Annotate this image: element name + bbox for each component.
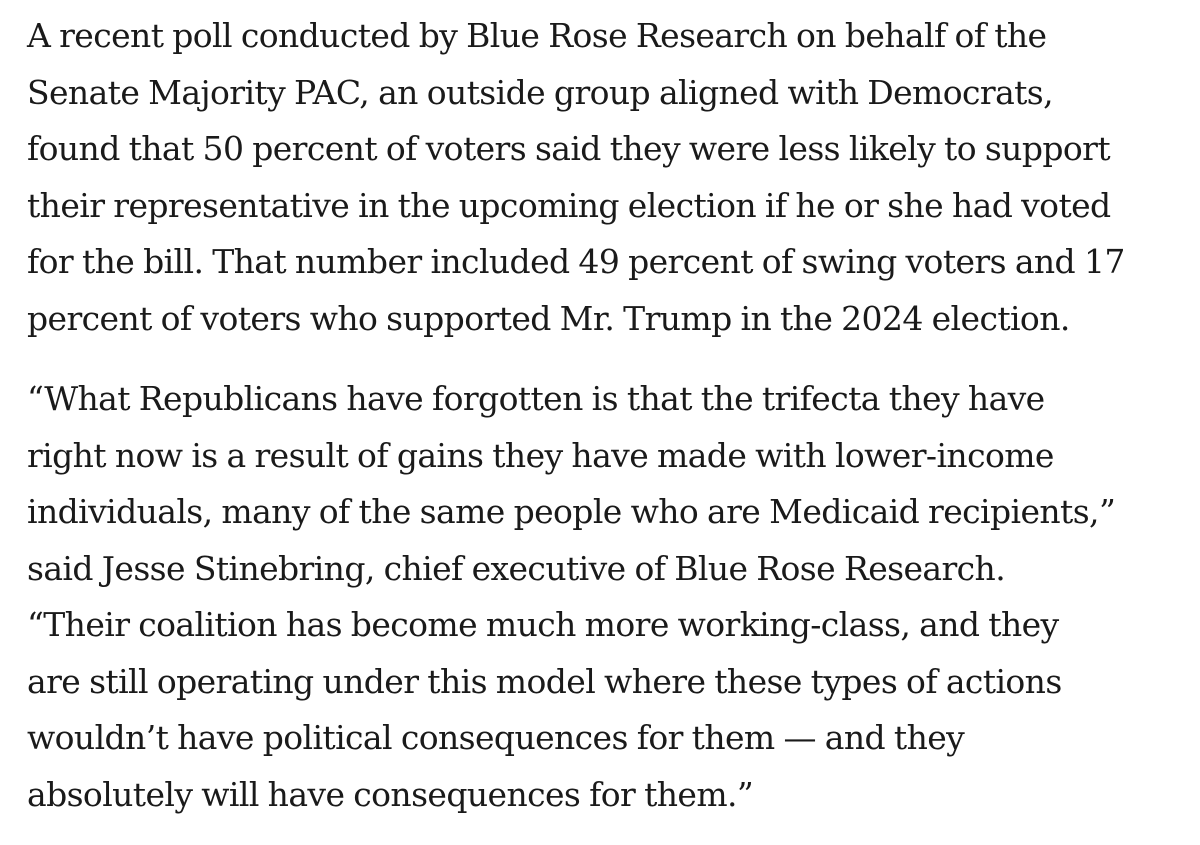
text-line: are still operating under this model whe…: [27, 661, 1062, 701]
text-line: “What Republicans have forgotten is that…: [27, 379, 1045, 418]
text-line: A recent poll conducted by Blue Rose Res…: [27, 16, 1047, 55]
text-line: Senate Majority PAC, an outside group al…: [27, 72, 1054, 112]
text-line: found that 50 percent of voters said the…: [27, 129, 1111, 168]
text-line: right now is a result of gains they have…: [27, 435, 1054, 475]
paragraph-quote: “What Republicans have forgotten is that…: [27, 371, 1187, 823]
text-line: individuals, many of the same people who…: [27, 492, 1116, 531]
article-body: A recent poll conducted by Blue Rose Res…: [27, 8, 1187, 823]
paragraph-poll-results: A recent poll conducted by Blue Rose Res…: [27, 8, 1187, 347]
text-line: their representative in the upcoming ele…: [27, 185, 1111, 225]
text-line: “Their coalition has become much more wo…: [27, 605, 1059, 644]
text-line: percent of voters who supported Mr. Trum…: [27, 298, 1070, 338]
text-line: said Jesse Stinebring, chief executive o…: [27, 548, 1006, 588]
text-line: wouldn’t have political consequences for…: [27, 718, 965, 757]
text-line: for the bill. That number included 49 pe…: [27, 242, 1125, 281]
text-line: absolutely will have consequences for th…: [27, 774, 754, 814]
